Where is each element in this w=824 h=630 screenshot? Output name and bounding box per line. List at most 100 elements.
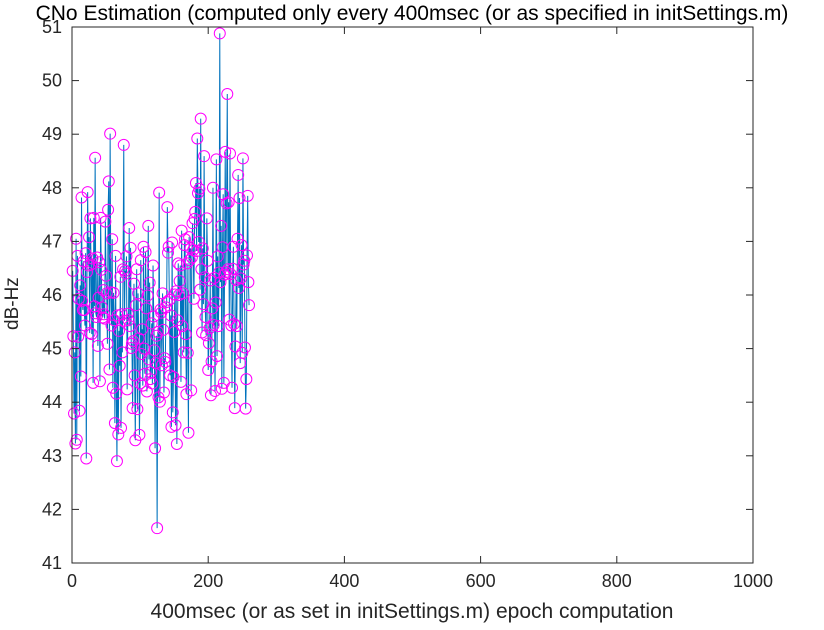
x-tick-label: 200: [193, 571, 223, 591]
data-point: [191, 132, 204, 145]
data-point: [161, 201, 174, 214]
data-point: [73, 404, 86, 417]
y-tick-label: 49: [42, 124, 62, 144]
data-point: [84, 212, 97, 225]
data-point: [223, 147, 236, 160]
x-tick-label: 600: [466, 571, 496, 591]
x-tick-label: 0: [67, 571, 77, 591]
data-point: [243, 299, 256, 312]
data-point: [174, 375, 187, 388]
data-point: [188, 212, 201, 225]
data-point: [149, 442, 162, 455]
data-point: [181, 346, 194, 359]
data-point: [151, 522, 164, 535]
data-point: [98, 308, 111, 321]
data-point: [148, 344, 161, 357]
data-point: [207, 319, 220, 332]
data-point: [196, 242, 209, 255]
data-point: [72, 330, 85, 343]
data-point: [142, 219, 155, 232]
data-point: [202, 364, 215, 377]
data-point: [146, 377, 159, 390]
data-point: [189, 205, 202, 218]
data-point: [77, 255, 90, 268]
data-point: [184, 242, 197, 255]
data-point: [126, 402, 139, 415]
data-point: [221, 88, 234, 100]
marker-layer: [66, 27, 256, 535]
data-point: [241, 189, 254, 202]
x-tick-label: 800: [602, 571, 632, 591]
data-point: [101, 337, 114, 350]
data-point: [72, 292, 85, 305]
data-point: [66, 264, 79, 277]
data-point: [166, 236, 179, 249]
data-point: [226, 381, 239, 394]
data-point: [123, 320, 136, 333]
data-point: [187, 292, 200, 305]
data-point: [206, 302, 219, 315]
data-point: [238, 341, 251, 354]
data-point: [237, 258, 250, 271]
data-point: [158, 352, 171, 365]
data-point: [81, 186, 94, 199]
data-point: [211, 350, 224, 363]
chart-title: CNo Estimation (computed only every 400m…: [35, 2, 789, 25]
data-point: [240, 373, 253, 386]
data-point: [78, 304, 91, 317]
data-point: [227, 240, 240, 253]
data-point: [87, 211, 100, 224]
data-point: [91, 339, 104, 352]
x-axis-label: 400msec (or as set in initSettings.m) ep…: [150, 600, 674, 623]
data-point: [80, 452, 93, 465]
y-tick-label: 42: [42, 499, 62, 519]
data-point: [177, 287, 189, 300]
data-point: [147, 310, 160, 323]
data-point: [194, 112, 207, 125]
data-point: [121, 383, 134, 396]
data-point: [131, 403, 144, 416]
data-point: [162, 240, 175, 253]
data-point: [174, 259, 187, 272]
data-point: [220, 197, 233, 210]
data-point: [85, 258, 98, 271]
data-point: [74, 370, 87, 383]
data-point: [198, 150, 211, 163]
data-point: [202, 337, 215, 350]
data-point: [128, 369, 141, 382]
data-point: [125, 342, 138, 355]
data-point: [226, 262, 239, 275]
data-point: [113, 359, 126, 372]
data-point: [86, 252, 99, 265]
data-point: [182, 426, 195, 439]
data-point: [153, 186, 166, 199]
data-point: [169, 419, 182, 432]
data-point: [136, 323, 149, 336]
data-point: [83, 231, 96, 244]
data-point: [219, 145, 232, 158]
y-tick-label: 44: [42, 392, 62, 412]
data-point: [241, 249, 254, 262]
data-point: [215, 219, 228, 232]
data-point: [151, 325, 164, 338]
data-point: [121, 307, 134, 320]
data-point: [215, 382, 228, 395]
data-point: [93, 256, 106, 269]
data-point: [119, 267, 132, 280]
data-point: [124, 241, 137, 254]
y-tick-label: 45: [42, 339, 62, 359]
data-point: [136, 379, 149, 392]
data-point: [231, 232, 244, 245]
data-point: [222, 196, 235, 209]
data-point: [106, 233, 119, 246]
data-point: [137, 240, 150, 253]
data-point: [145, 317, 158, 330]
data-point: [115, 421, 128, 434]
data-point: [204, 274, 217, 287]
data-point: [67, 330, 80, 343]
data-point: [212, 320, 225, 333]
data-point: [201, 254, 214, 267]
data-point: [139, 246, 152, 259]
data-point: [195, 263, 208, 276]
